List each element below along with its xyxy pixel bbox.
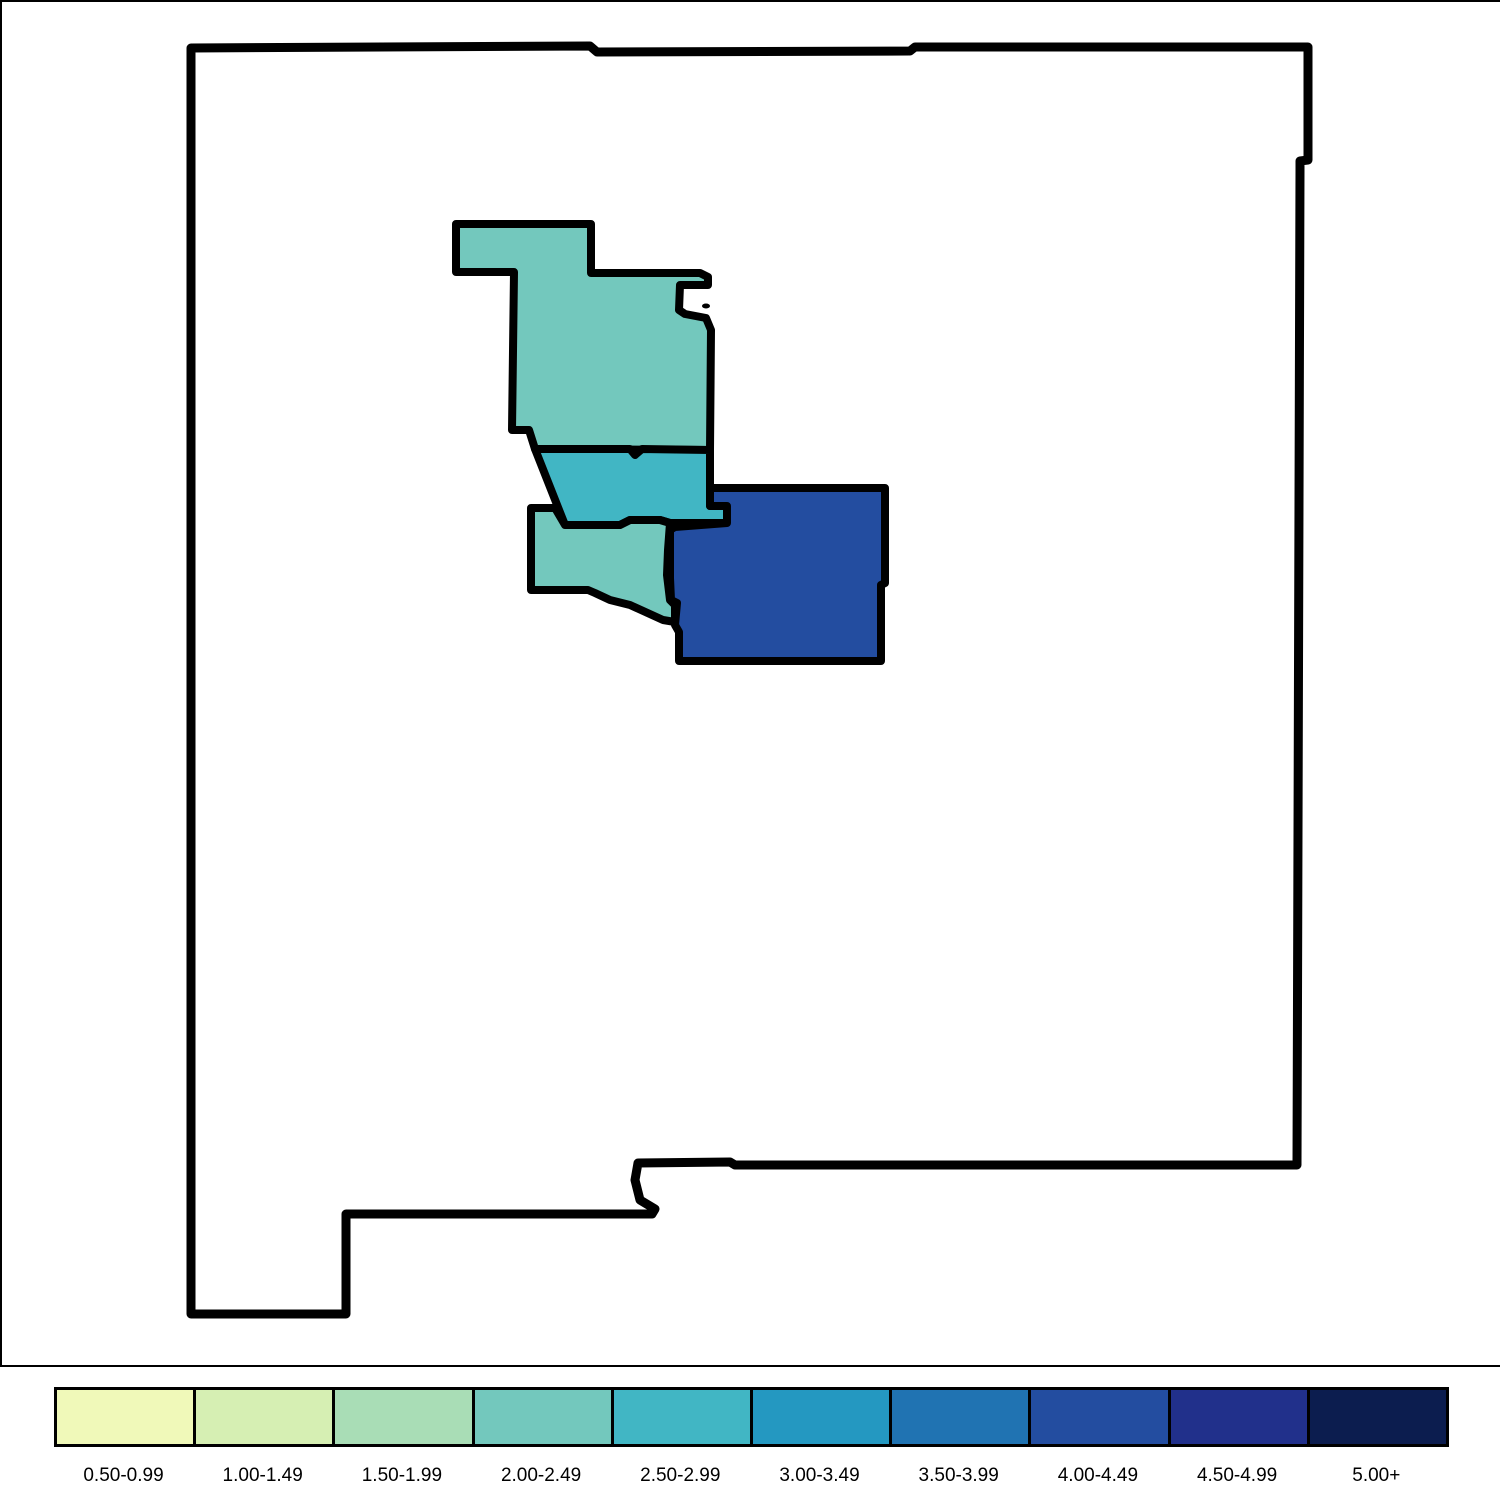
- legend-label: 3.00-3.49: [779, 1465, 860, 1486]
- legend-label: 0.50-0.99: [83, 1465, 164, 1486]
- legend-swatch: [1167, 1387, 1310, 1447]
- small-island: [702, 303, 710, 309]
- legend-swatch: [193, 1387, 336, 1447]
- legend-label: 2.50-2.99: [640, 1465, 721, 1486]
- legend-swatch: [471, 1387, 614, 1447]
- legend-swatch: [1306, 1387, 1449, 1447]
- county-middle[interactable]: [531, 445, 731, 529]
- legend-swatch: [889, 1387, 1032, 1447]
- legend-label: 5.00+: [1352, 1465, 1401, 1486]
- county-east[interactable]: [666, 484, 889, 665]
- county-north[interactable]: [452, 220, 715, 454]
- choropleth-map: [186, 41, 1313, 1319]
- legend-swatch: [1028, 1387, 1171, 1447]
- legend-swatch: [610, 1387, 753, 1447]
- legend-label: 1.00-1.49: [222, 1465, 303, 1486]
- legend-swatch: [750, 1387, 893, 1447]
- legend-label: 4.50-4.99: [1196, 1465, 1278, 1486]
- legend-swatch: [332, 1387, 475, 1447]
- legend-swatch: [54, 1387, 197, 1447]
- legend-label: 2.00-2.49: [500, 1465, 582, 1486]
- legend-label: 4.00-4.49: [1057, 1465, 1139, 1486]
- legend-label: 3.50-3.99: [918, 1465, 999, 1486]
- state-outline: [186, 41, 1313, 1319]
- legend: [54, 1387, 1449, 1451]
- legend-label: 1.50-1.99: [361, 1465, 443, 1486]
